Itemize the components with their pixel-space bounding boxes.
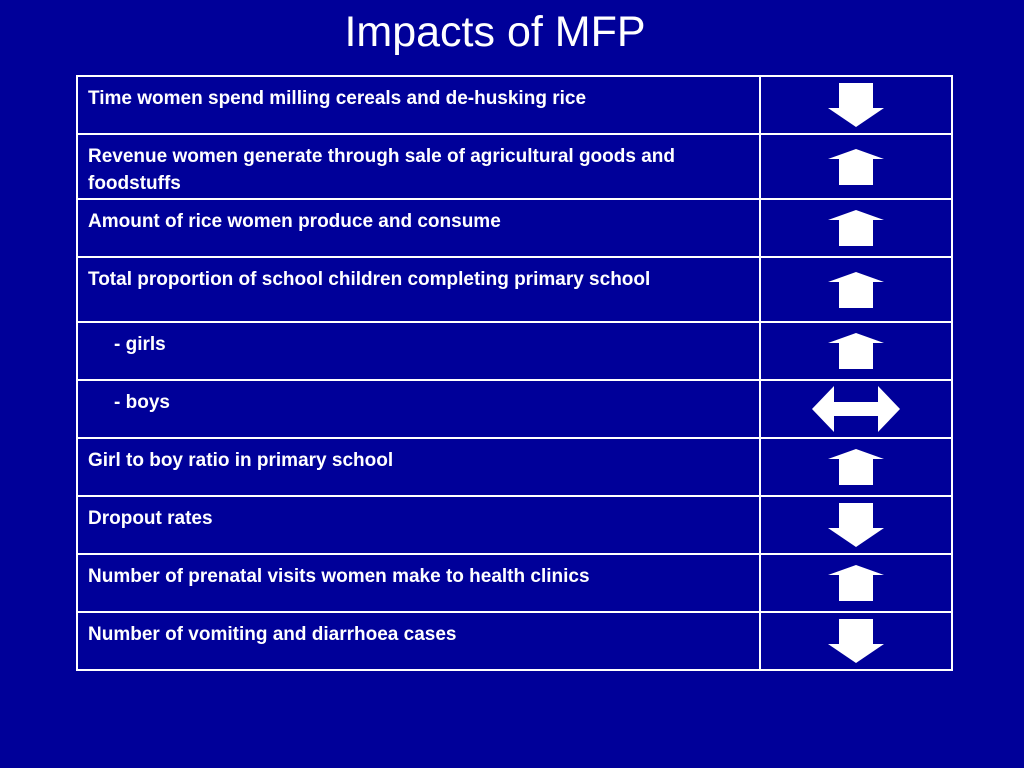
arrow-left-right-icon xyxy=(812,386,900,432)
row-label: Time women spend milling cereals and de-… xyxy=(76,75,761,135)
table-row: - girls xyxy=(76,321,953,381)
arrow-up-icon xyxy=(828,333,884,369)
table-row: Number of prenatal visits women make to … xyxy=(76,553,953,613)
table-row: Girl to boy ratio in primary school xyxy=(76,437,953,497)
table-row: Dropout rates xyxy=(76,495,953,555)
table-row: Number of vomiting and diarrhoea cases xyxy=(76,611,953,671)
arrow-up-icon xyxy=(828,565,884,601)
impacts-table: Time women spend milling cereals and de-… xyxy=(76,75,953,671)
row-label: Revenue women generate through sale of a… xyxy=(76,133,761,200)
table-row: Total proportion of school children comp… xyxy=(76,256,953,323)
row-label: - girls xyxy=(76,321,761,381)
arrow-down-icon xyxy=(828,619,884,663)
arrow-down-icon xyxy=(828,83,884,127)
row-label: Number of vomiting and diarrhoea cases xyxy=(76,611,761,671)
table-row: - boys xyxy=(76,379,953,439)
table-row: Revenue women generate through sale of a… xyxy=(76,133,953,200)
arrow-up-icon xyxy=(828,449,884,485)
row-label: Girl to boy ratio in primary school xyxy=(76,437,761,497)
table-row: Amount of rice women produce and consume xyxy=(76,198,953,258)
arrow-down-icon xyxy=(828,503,884,547)
arrow-up-icon xyxy=(828,271,884,308)
row-label: Amount of rice women produce and consume xyxy=(76,198,761,258)
arrow-up-icon xyxy=(828,148,884,185)
row-label: - boys xyxy=(76,379,761,439)
row-label: Total proportion of school children comp… xyxy=(76,256,761,323)
arrow-up-icon xyxy=(828,210,884,246)
page-title: Impacts of MFP xyxy=(344,8,646,56)
row-label: Number of prenatal visits women make to … xyxy=(76,553,761,613)
row-label: Dropout rates xyxy=(76,495,761,555)
table-row: Time women spend milling cereals and de-… xyxy=(76,75,953,135)
